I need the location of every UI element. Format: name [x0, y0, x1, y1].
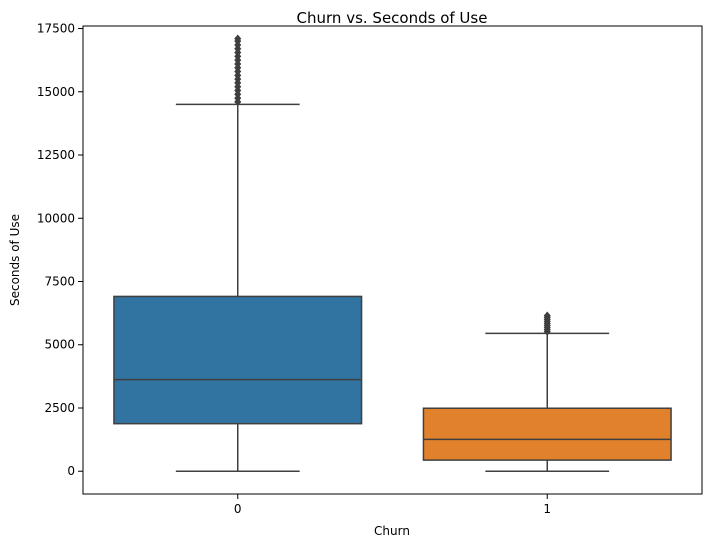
x-tick-label: 0: [234, 502, 242, 516]
y-tick-label: 15000: [37, 85, 75, 99]
y-axis-label: Seconds of Use: [8, 214, 22, 306]
y-tick-label: 2500: [44, 401, 75, 415]
box-group-1: [422, 311, 672, 472]
y-tick-label: 0: [67, 464, 75, 478]
chart-title: Churn vs. Seconds of Use: [297, 9, 488, 27]
outlier-point: [234, 34, 242, 43]
box-group-0: [113, 34, 363, 472]
y-tick-label: 7500: [44, 275, 75, 289]
outlier-point: [543, 311, 551, 320]
plot-area-frame: [82, 25, 703, 495]
x-axis-label: Churn: [374, 524, 410, 538]
iqr-box: [113, 295, 363, 425]
y-tick-label: 10000: [37, 211, 75, 225]
x-tick-label: 1: [543, 502, 551, 516]
iqr-box: [422, 407, 672, 461]
y-tick-label: 17500: [37, 22, 75, 36]
y-tick-label: 5000: [44, 338, 75, 352]
y-tick-label: 12500: [37, 148, 75, 162]
